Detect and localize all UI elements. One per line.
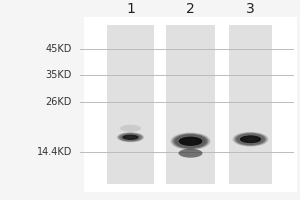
Ellipse shape [178,136,203,147]
Ellipse shape [124,135,137,140]
Ellipse shape [183,138,198,144]
Ellipse shape [125,135,136,139]
Ellipse shape [128,136,133,138]
Ellipse shape [187,140,194,143]
Ellipse shape [174,134,207,148]
Ellipse shape [178,149,203,158]
Ellipse shape [122,135,139,140]
Ellipse shape [172,133,208,149]
Ellipse shape [244,137,257,142]
Ellipse shape [247,138,254,141]
Text: 2: 2 [186,2,195,16]
Ellipse shape [171,133,210,150]
Bar [107,25,154,184]
Text: 45KD: 45KD [46,44,72,54]
Ellipse shape [238,134,263,145]
Ellipse shape [185,139,196,144]
Ellipse shape [121,134,140,141]
Ellipse shape [122,134,139,140]
Text: 3: 3 [246,2,255,16]
Ellipse shape [242,136,259,143]
Ellipse shape [127,136,134,139]
Text: 14.4KD: 14.4KD [37,147,72,157]
Ellipse shape [189,140,192,142]
Ellipse shape [232,132,268,147]
Ellipse shape [234,133,267,146]
Text: 1: 1 [126,2,135,16]
Ellipse shape [118,133,143,142]
Ellipse shape [236,133,265,145]
Text: 26KD: 26KD [46,97,72,107]
Ellipse shape [176,135,205,148]
Ellipse shape [241,135,260,143]
Ellipse shape [240,135,261,143]
Ellipse shape [120,125,141,132]
Ellipse shape [119,133,142,141]
Ellipse shape [129,137,132,138]
Bar [84,17,297,192]
Bar [166,25,215,184]
Ellipse shape [180,137,201,146]
Ellipse shape [239,135,262,144]
Ellipse shape [123,135,138,140]
Ellipse shape [178,137,203,146]
Ellipse shape [117,132,144,142]
Ellipse shape [246,137,255,141]
Bar [229,25,272,184]
Ellipse shape [182,137,200,145]
Text: 35KD: 35KD [46,70,72,80]
Ellipse shape [249,139,252,140]
